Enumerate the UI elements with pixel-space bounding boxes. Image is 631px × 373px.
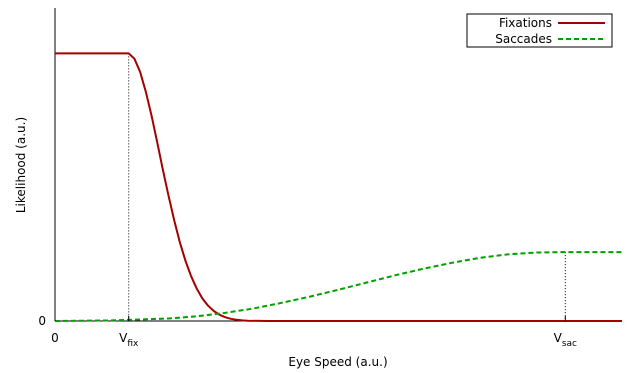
legend-label-fixations: Fixations — [499, 16, 552, 30]
series-layer — [54, 52, 622, 322]
legend: Fixations Saccades — [466, 13, 613, 48]
x-tick-label: Vsac — [554, 331, 577, 349]
series-line-fixations — [55, 52, 622, 322]
legend-box — [466, 13, 613, 48]
legend-label-saccades: Saccades — [495, 32, 552, 46]
x-tick-label: Vfix — [119, 331, 139, 349]
y-tick-label: 0 — [38, 314, 46, 328]
vertical-marker-layer — [128, 53, 566, 321]
x-tick-label: 0 — [51, 331, 59, 345]
tick-layer: 0 Vfix Vsac 0 — [38, 314, 577, 349]
series-line-saccades — [54, 251, 622, 322]
y-axis-label: Likelihood (a.u.) — [14, 117, 28, 213]
x-axis-label: Eye Speed (a.u.) — [288, 355, 387, 369]
